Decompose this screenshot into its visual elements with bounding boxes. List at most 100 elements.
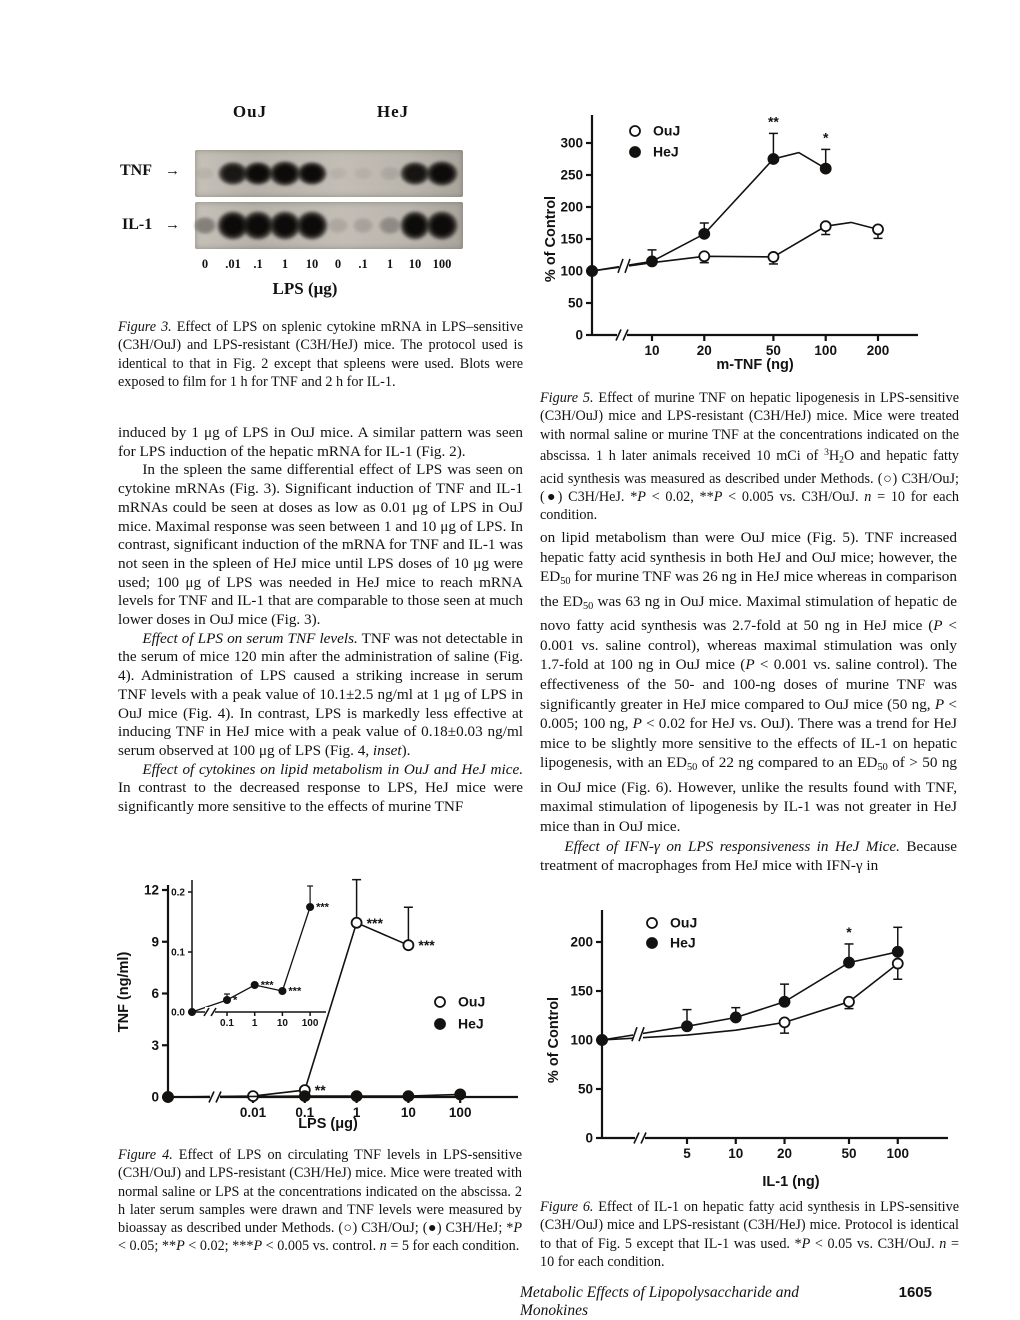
- gel-band: [327, 166, 349, 181]
- gel-lane-label: 100: [432, 257, 452, 271]
- legend-marker-OuJ: [629, 125, 641, 137]
- legend-label: OuJ: [458, 994, 485, 1010]
- data-point: [698, 250, 711, 263]
- gel-band: [379, 166, 401, 181]
- y-tick-label: 200: [570, 935, 593, 950]
- page-footer: Metabolic Effects of Lipopolysaccharide …: [520, 1284, 932, 1320]
- y-tick-label: 150: [570, 984, 593, 999]
- y-tick-label: 9: [151, 934, 159, 949]
- legend-marker-OuJ: [646, 917, 658, 929]
- data-point: [306, 902, 315, 912]
- axes: 0 50 100 150 200 250 300 10 20 50 100 200: [560, 115, 918, 358]
- paragraph: In the spleen the same differential effe…: [118, 461, 523, 629]
- data-point: [298, 1090, 311, 1103]
- gel-band: [327, 217, 349, 234]
- data-point: [778, 1016, 791, 1029]
- data-point: [891, 957, 904, 970]
- arrow-right-icon: →: [165, 216, 180, 233]
- gel-strip-tnf: [194, 150, 463, 197]
- gel-band: [352, 217, 374, 234]
- figure5-chart: 0 50 100 150 200 250 300 10 20 50 100 200 ** * OuJ HeJ m…: [540, 95, 960, 385]
- x-tick-label: 50: [841, 1146, 856, 1161]
- data-point: [402, 1090, 415, 1103]
- data-point: [250, 980, 259, 990]
- data-point: [222, 995, 232, 1005]
- x-tick-label: 100: [814, 343, 837, 358]
- series-OuJ: [586, 220, 884, 277]
- data-point: [596, 1034, 608, 1046]
- data-point: [819, 220, 832, 233]
- figure3-caption: Figure 3. Effect of LPS on splenic cytok…: [118, 319, 523, 390]
- significance-annotation: ***: [288, 986, 302, 998]
- x-axis-label: m-TNF (ng): [716, 357, 793, 373]
- legend-label: OuJ: [653, 123, 680, 139]
- data-point: [767, 153, 780, 165]
- gel-x-axis-label: LPS (μg): [272, 279, 338, 298]
- gel-row-label-tnf-text: TNF: [120, 162, 152, 179]
- arrow-right-icon: →: [165, 162, 180, 179]
- x-tick-label: 0.01: [240, 1105, 267, 1120]
- x-tick-label: 100: [887, 1146, 910, 1161]
- gel-group-label-ouj: OuJ: [232, 102, 268, 121]
- gel-band: [295, 160, 329, 187]
- left-column-text: induced by 1 μg of LPS in OuJ mice. A si…: [118, 424, 523, 817]
- series-HeJ: [162, 1088, 467, 1103]
- y-tick-label: 150: [560, 232, 583, 247]
- gel-band: [425, 160, 459, 187]
- y-tick-label: 0.0: [171, 1008, 185, 1019]
- significance-annotation: *: [233, 995, 238, 1007]
- legend: OuJ HeJ: [629, 123, 680, 160]
- y-tick-label: 0.1: [171, 948, 185, 959]
- data-point: [162, 1091, 174, 1103]
- data-point: [891, 945, 904, 958]
- x-tick-label: 20: [777, 1146, 792, 1161]
- legend: OuJ HeJ: [434, 994, 485, 1032]
- gel-band: [192, 215, 218, 236]
- y-tick-label: 100: [560, 264, 583, 279]
- data-point: [778, 995, 791, 1008]
- x-tick-label: 200: [867, 343, 890, 358]
- gel-row-label-il1: IL-1 →: [122, 216, 180, 234]
- significance-annotation: *: [823, 129, 829, 145]
- axes: 0 50 100 150 200 5 10 20 50 100: [570, 910, 948, 1161]
- x-tick-label: 20: [697, 343, 712, 358]
- axis-break-icon: [631, 1026, 645, 1043]
- data-point: [646, 255, 658, 268]
- y-axis-label: TNF (ng/ml): [116, 952, 132, 1033]
- gel-band: [295, 209, 329, 242]
- x-tick-label: 10: [277, 1018, 289, 1029]
- axis-break-icon: [633, 1131, 647, 1145]
- running-title: Metabolic Effects of Lipopolysaccharide …: [520, 1284, 799, 1319]
- x-tick-label: 100: [449, 1105, 472, 1120]
- axis-break-icon: [203, 1007, 217, 1017]
- figure4-chart: 0 3 6 9 12 0.01 0.1 1 10 100 ** *** *** 0.0 0.1 0.2 0.1 1…: [110, 862, 535, 1142]
- gel-band: [378, 216, 402, 235]
- gel-band: [352, 166, 374, 181]
- y-tick-label: 0: [575, 328, 583, 343]
- y-tick-label: 50: [568, 296, 583, 311]
- paragraph: on lipid metabolism than were OuJ mice (…: [540, 529, 958, 835]
- data-point: [767, 251, 780, 263]
- gel-lane-label: 10: [408, 257, 422, 271]
- y-tick-label: 3: [151, 1038, 159, 1053]
- data-point: [350, 1090, 363, 1103]
- x-tick-label: 10: [728, 1146, 743, 1161]
- axes: 0.0 0.1 0.2 0.1 1 10 100: [171, 880, 326, 1029]
- legend-marker-OuJ: [434, 996, 446, 1008]
- significance-annotation: ***: [261, 980, 275, 992]
- data-point: [729, 1011, 742, 1024]
- legend-label: HeJ: [458, 1016, 484, 1032]
- data-point: [187, 1007, 197, 1017]
- gel-lane-labels: 0.01.1 1 10 0.1 1 10 100: [195, 257, 463, 271]
- y-tick-label: 100: [570, 1033, 593, 1048]
- paragraph: Effect of IFN-γ on LPS responsiveness in…: [540, 837, 957, 875]
- y-tick-label: 0: [151, 1090, 159, 1105]
- x-tick-label: 0.1: [295, 1105, 314, 1120]
- data-point: [843, 995, 855, 1008]
- paragraph: induced by 1 μg of LPS in OuJ mice. A si…: [118, 424, 523, 460]
- data-point: [402, 939, 415, 952]
- y-axis-label: % of Control: [543, 196, 559, 282]
- gel-lane-label: .1: [253, 257, 263, 271]
